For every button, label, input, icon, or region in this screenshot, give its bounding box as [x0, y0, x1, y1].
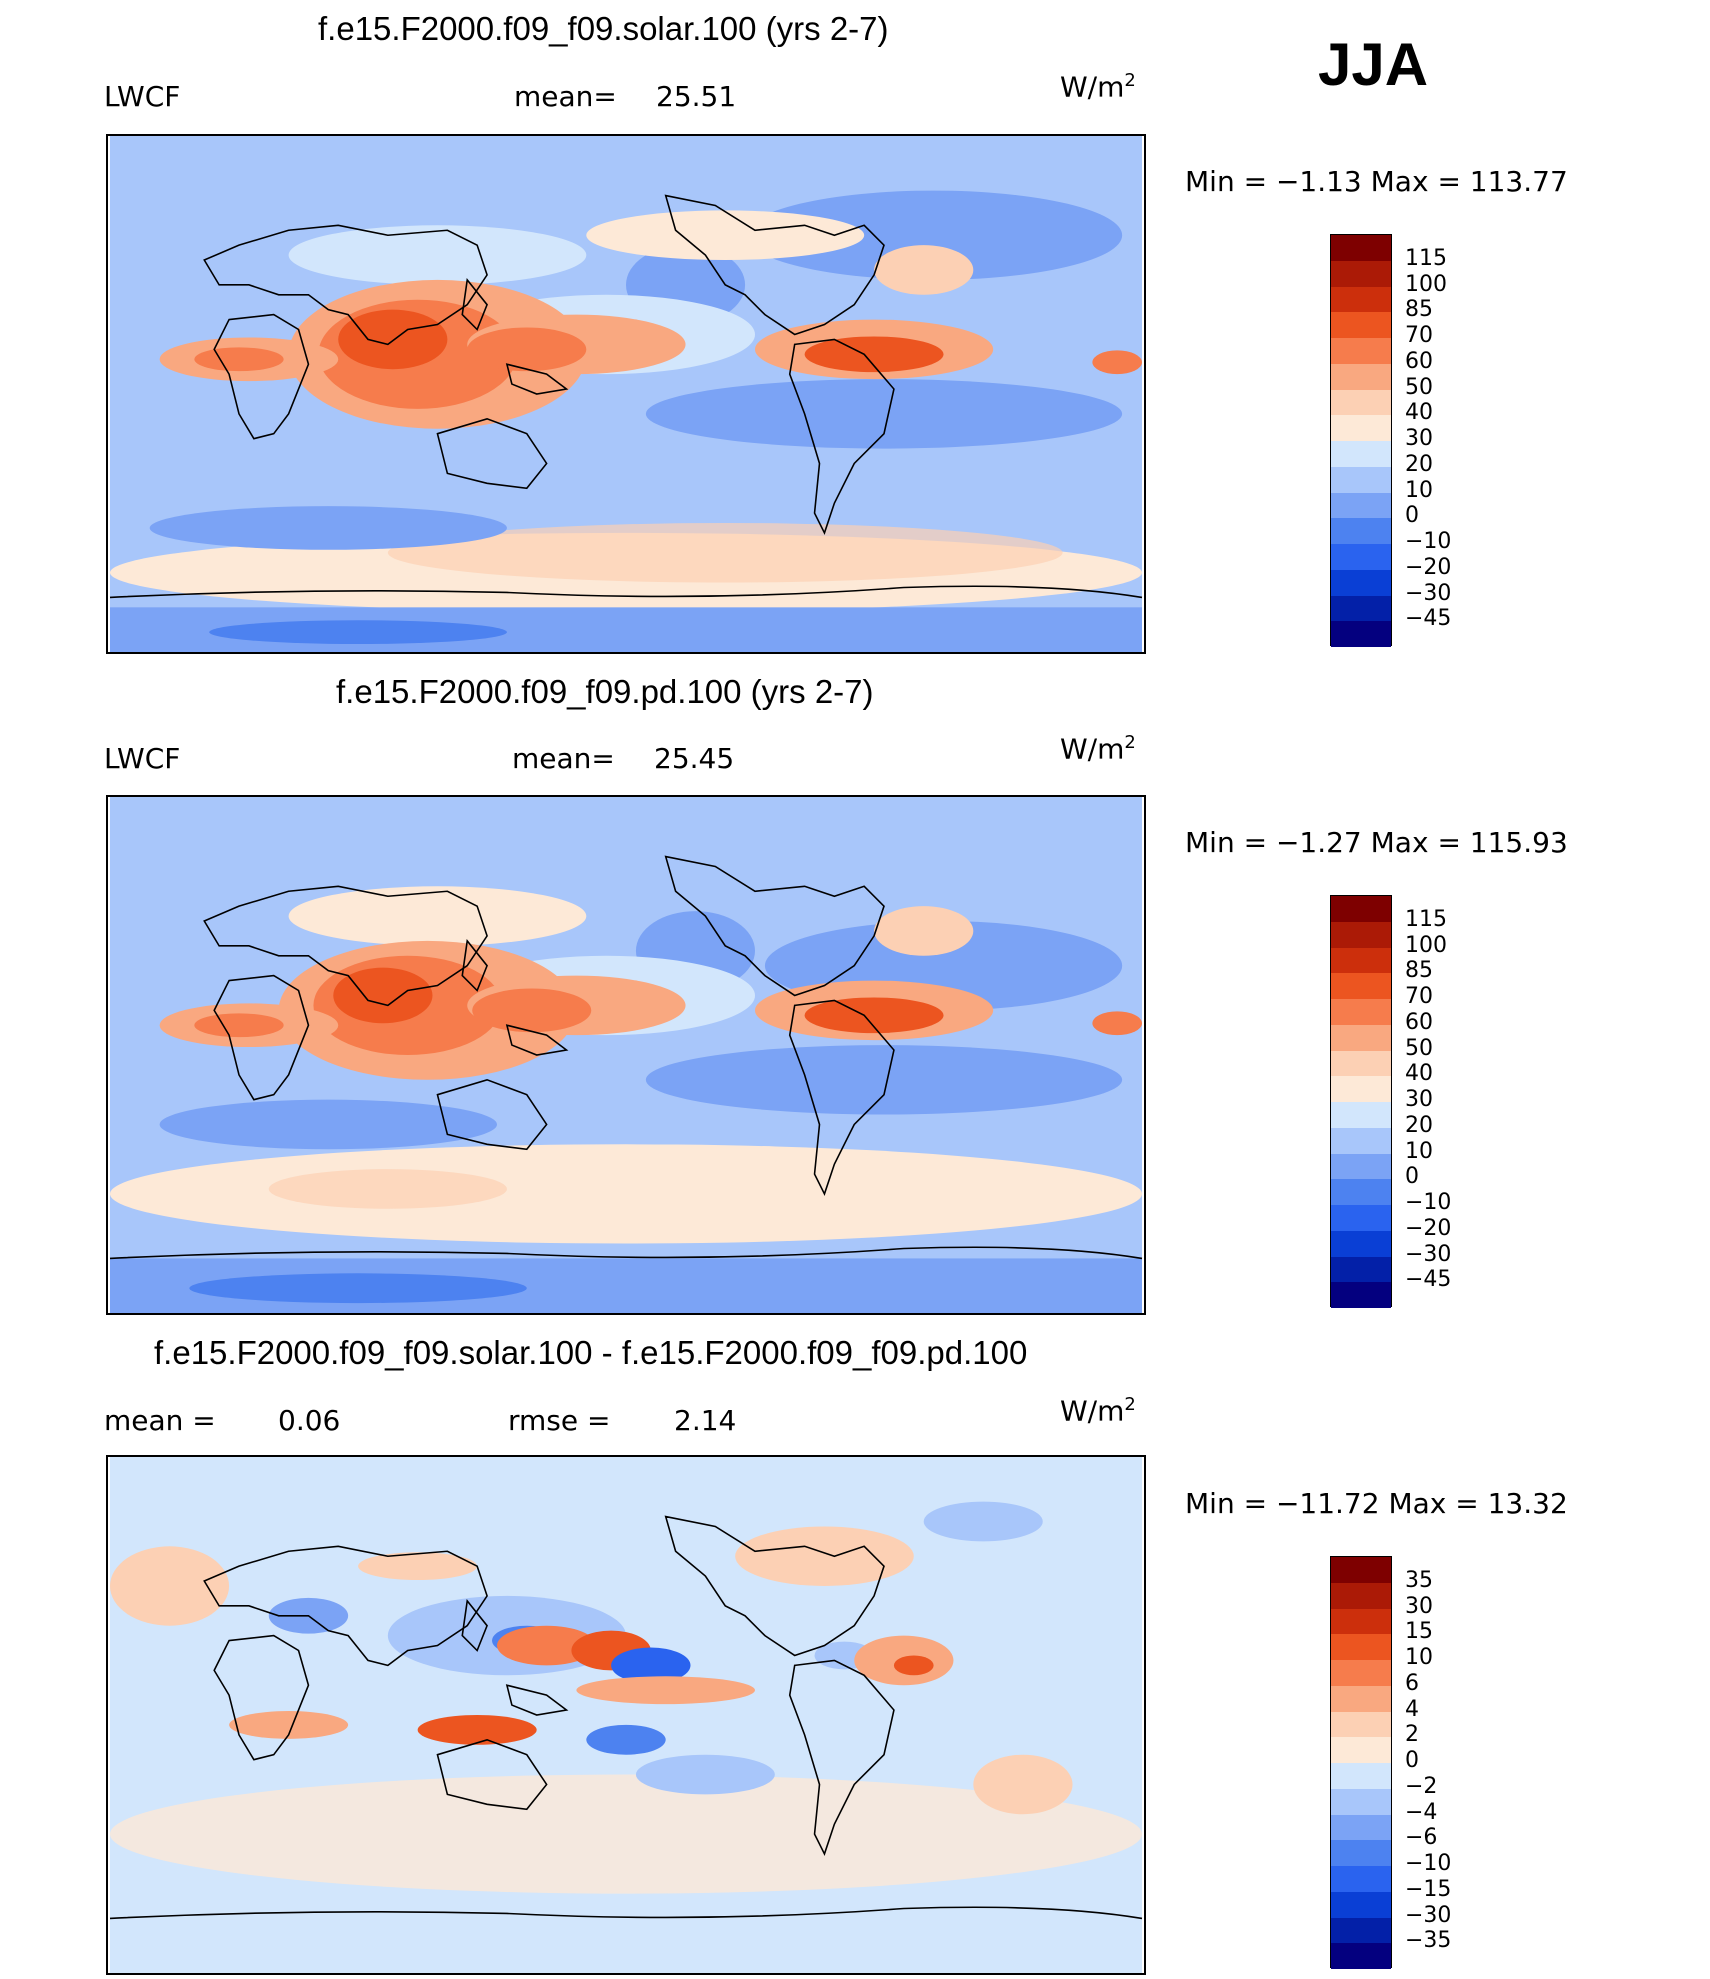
cb3-tick: 15 [1405, 1619, 1433, 1644]
cb1-tick: 10 [1405, 478, 1433, 503]
cb3-tick: −6 [1405, 1825, 1438, 1850]
panel-3-minmax: Min = −11.72 Max = 13.32 [1185, 1487, 1568, 1520]
panel-2-mean-label: mean= [512, 742, 615, 775]
cb3-tick: 35 [1405, 1568, 1433, 1593]
cb3-tick: −4 [1405, 1800, 1438, 1825]
panel-1-mean-label: mean= [514, 80, 617, 113]
panel-3-map [106, 1455, 1146, 1975]
cb3-tick: 2 [1405, 1722, 1419, 1747]
cb3-tick: −30 [1405, 1903, 1452, 1928]
cb2-tick: 10 [1405, 1139, 1433, 1164]
cb2-tick: 60 [1405, 1010, 1433, 1035]
cb1-tick: 60 [1405, 349, 1433, 374]
cb2-tick: −20 [1405, 1216, 1452, 1241]
cb2-tick: 100 [1405, 933, 1447, 958]
coastlines [109, 194, 1143, 599]
panel-2-variable: LWCF [104, 742, 181, 775]
panel-3-units: W/m2 [1060, 1394, 1136, 1428]
cb1-tick: 0 [1405, 503, 1419, 528]
cb2-tick: 30 [1405, 1087, 1433, 1112]
cb3-tick: 10 [1405, 1645, 1433, 1670]
panel-2-colorbar [1330, 895, 1392, 1308]
cb3-tick: 0 [1405, 1748, 1419, 1773]
panel-3-colorbar [1330, 1556, 1392, 1969]
cb1-tick: −20 [1405, 555, 1452, 580]
season-label: JJA [1318, 31, 1429, 98]
panel-2-map [106, 795, 1146, 1315]
cb2-tick: −30 [1405, 1242, 1452, 1267]
panel-2-mean-value: 25.45 [654, 742, 735, 775]
cb1-tick: 85 [1405, 297, 1433, 322]
cb1-tick: 70 [1405, 323, 1433, 348]
field-blobs [110, 190, 1142, 652]
cb1-tick: 20 [1405, 452, 1433, 477]
cb2-tick: 115 [1405, 907, 1447, 932]
panel-1-map [106, 134, 1146, 654]
cb2-tick: 40 [1405, 1061, 1433, 1086]
panel-1-mean-value: 25.51 [656, 80, 737, 113]
cb3-tick: −2 [1405, 1774, 1438, 1799]
panel-1-colorbar [1330, 234, 1392, 647]
panel-1-contour-plot [109, 136, 1143, 652]
cb2-tick: 0 [1405, 1164, 1419, 1189]
panel-1-variable: LWCF [104, 80, 181, 113]
cb1-tick: 50 [1405, 375, 1433, 400]
cb2-tick: 70 [1405, 984, 1433, 1009]
cb2-tick: −45 [1405, 1267, 1452, 1292]
cb3-tick: −10 [1405, 1851, 1452, 1876]
cb3-tick: −15 [1405, 1877, 1452, 1902]
cb1-tick: 115 [1405, 246, 1447, 271]
panel-1-title: f.e15.F2000.f09_f09.solar.100 (yrs 2-7) [318, 10, 889, 47]
cb2-tick: −10 [1405, 1190, 1452, 1215]
cb1-tick: 30 [1405, 426, 1433, 451]
cb2-tick: 85 [1405, 958, 1433, 983]
cb3-tick: −35 [1405, 1928, 1452, 1953]
cb3-tick: 6 [1405, 1671, 1419, 1696]
panel-2-title: f.e15.F2000.f09_f09.pd.100 (yrs 2-7) [336, 673, 874, 710]
panel-3-rmse-label: rmse = [508, 1404, 611, 1437]
cb1-tick: −30 [1405, 581, 1452, 606]
cb1-tick: −10 [1405, 529, 1452, 554]
cb3-tick: 30 [1405, 1594, 1433, 1619]
cb3-tick: 4 [1405, 1697, 1419, 1722]
panel-2-contour-plot [109, 797, 1143, 1313]
panel-3-mean-label: mean = [104, 1404, 216, 1437]
panel-3-contour-plot [109, 1457, 1143, 1973]
cb2-tick: 20 [1405, 1113, 1433, 1138]
cb1-tick: −45 [1405, 606, 1452, 631]
panel-2-minmax: Min = −1.27 Max = 115.93 [1185, 826, 1568, 859]
panel-2-units: W/m2 [1060, 732, 1136, 766]
panel-3-mean-value: 0.06 [278, 1404, 341, 1437]
cb1-tick: 40 [1405, 400, 1433, 425]
panel-1-minmax: Min = −1.13 Max = 113.77 [1185, 165, 1568, 198]
cb2-tick: 50 [1405, 1036, 1433, 1061]
cb1-tick: 100 [1405, 272, 1447, 297]
panel-3-rmse-value: 2.14 [674, 1404, 737, 1437]
panel-1-units: W/m2 [1060, 70, 1136, 104]
panel-3-title: f.e15.F2000.f09_f09.solar.100 - f.e15.F2… [154, 1334, 1028, 1371]
